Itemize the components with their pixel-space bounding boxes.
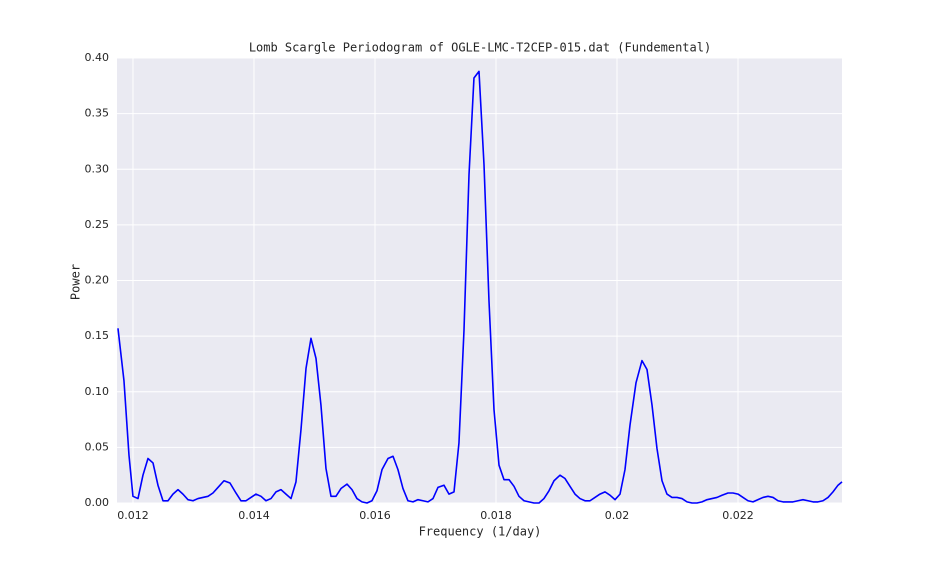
y-tick-label: 0.30 bbox=[85, 162, 110, 175]
x-tick-label: 0.014 bbox=[238, 509, 270, 522]
x-axis-label: Frequency (1/day) bbox=[419, 525, 542, 539]
y-tick-label: 0.20 bbox=[85, 274, 110, 287]
y-tick-label: 0.35 bbox=[85, 107, 110, 120]
x-tick-label: 0.012 bbox=[117, 509, 149, 522]
y-tick-label: 0.25 bbox=[85, 218, 110, 231]
y-tick-label: 0.05 bbox=[85, 440, 110, 453]
y-tick-label: 0.15 bbox=[85, 329, 110, 342]
y-tick-label: 0.40 bbox=[85, 51, 110, 64]
x-tick-label: 0.018 bbox=[480, 509, 512, 522]
x-tick-label: 0.022 bbox=[722, 509, 754, 522]
y-axis-label: Power bbox=[69, 264, 83, 300]
y-tick-label: 0.10 bbox=[85, 385, 110, 398]
y-tick-label: 0.00 bbox=[85, 496, 110, 509]
line bbox=[117, 70, 843, 504]
chart-title: Lomb Scargle Periodogram of OGLE-LMC-T2C… bbox=[249, 41, 711, 55]
x-tick-label: 0.02 bbox=[605, 509, 630, 522]
x-tick-label: 0.016 bbox=[359, 509, 391, 522]
